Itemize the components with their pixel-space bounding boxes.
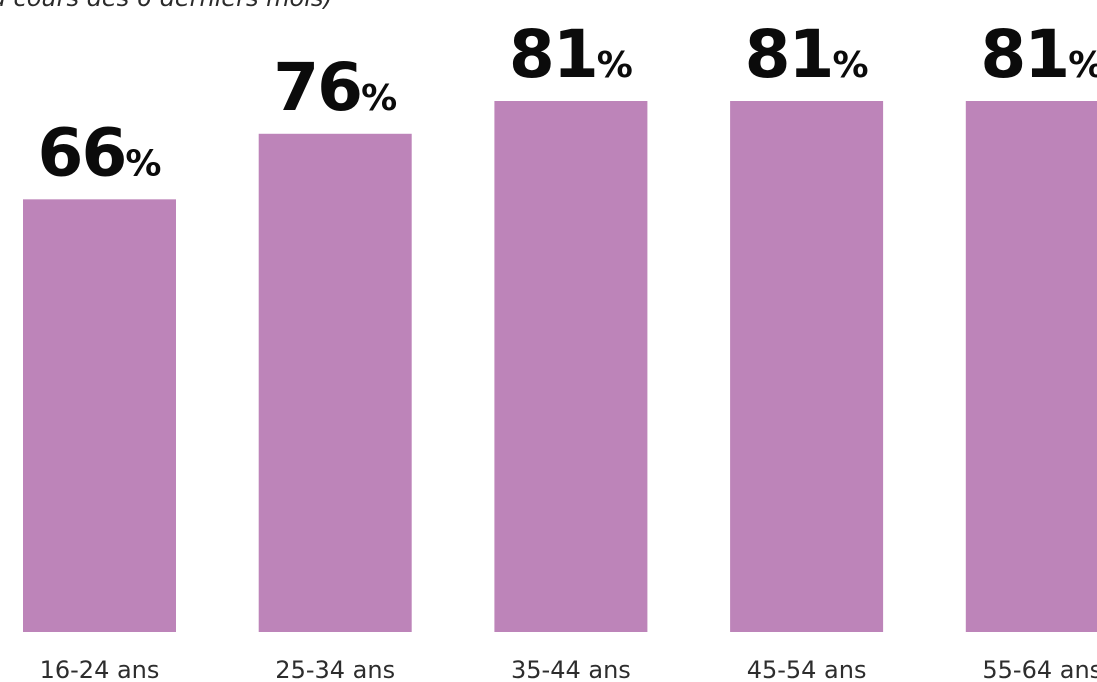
- data-label-3: 81%: [745, 16, 869, 93]
- bar-2: [494, 101, 648, 632]
- data-label-4: 81%: [980, 16, 1097, 93]
- bar-0: [23, 199, 176, 633]
- tick-label-2: 35-44 ans: [511, 656, 631, 682]
- bar-1: [258, 133, 412, 632]
- tick-label-3: 45-54 ans: [747, 656, 867, 682]
- chart-subtitle: au cours des 6 derniers mois): [0, 0, 333, 12]
- data-label-0: 66%: [38, 114, 162, 191]
- tick-label-0: 16-24 ans: [40, 656, 160, 682]
- data-label-2: 81%: [509, 16, 633, 93]
- tick-label-1: 25-34 ans: [275, 656, 395, 682]
- tick-label-4: 55-64 ans: [982, 656, 1097, 682]
- bar-3: [730, 101, 884, 632]
- data-label-1: 76%: [273, 49, 397, 126]
- bar-4: [965, 101, 1097, 632]
